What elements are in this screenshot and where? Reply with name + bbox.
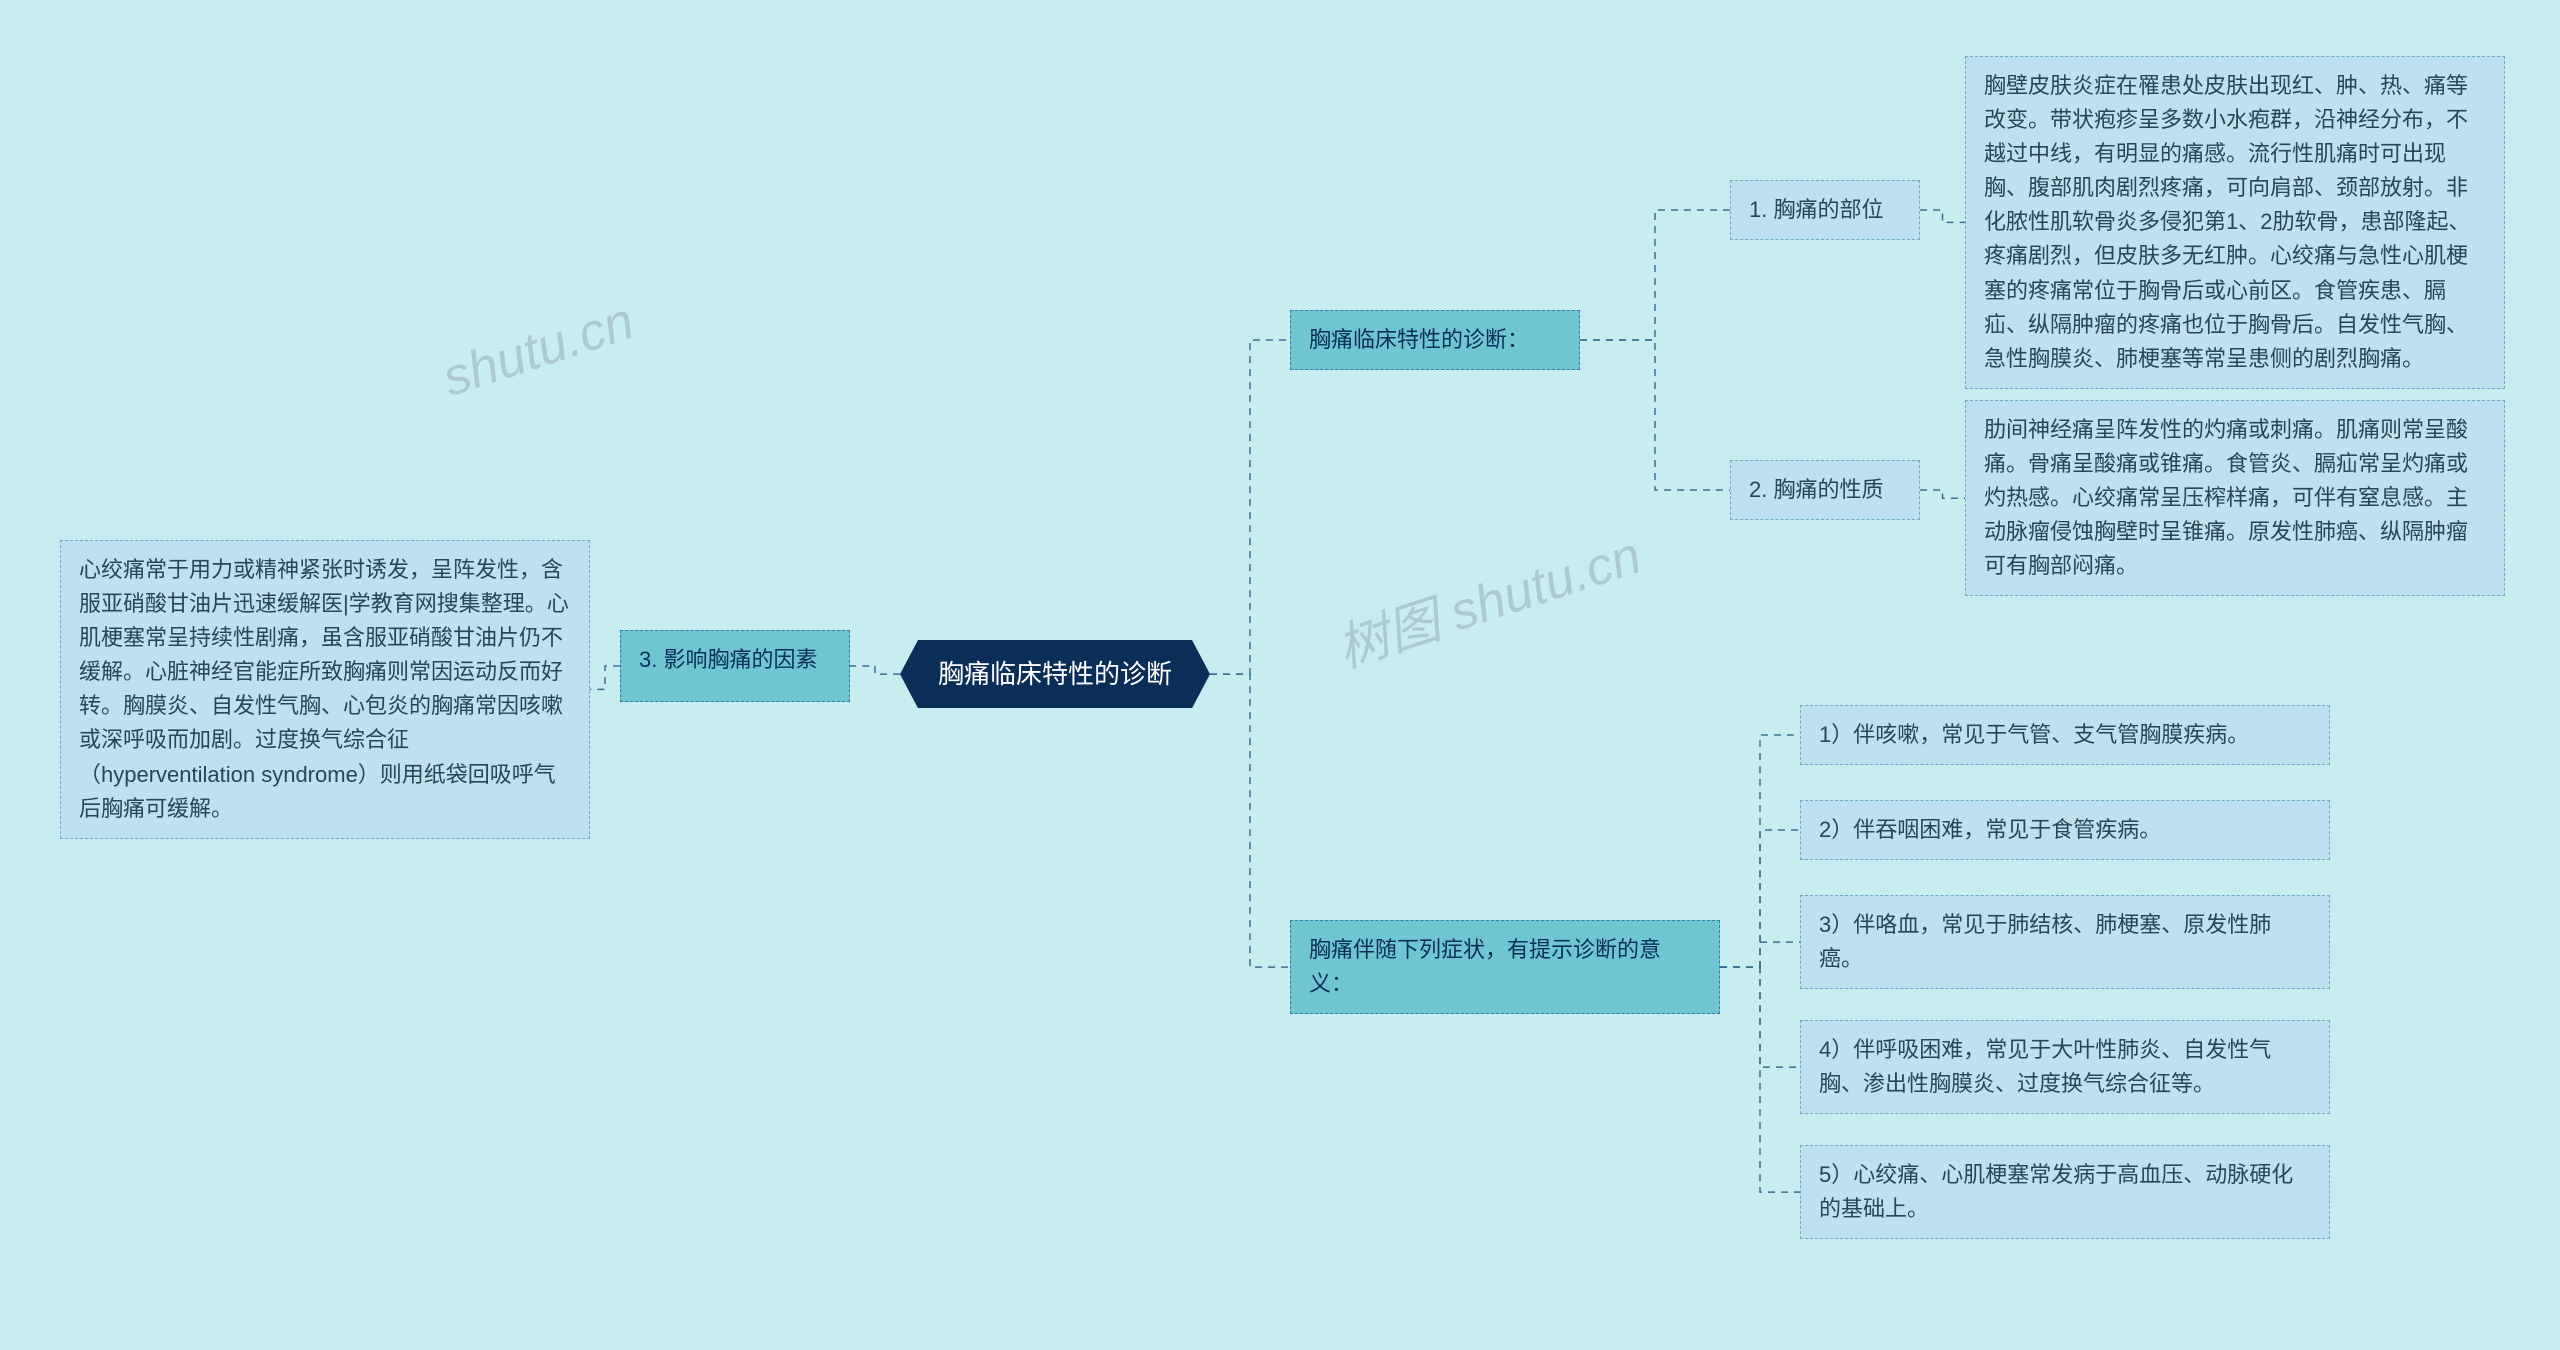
leaf-factors-detail: 心绞痛常于用力或精神紧张时诱发，呈阵发性，含服亚硝酸甘油片迅速缓解医|学教育网搜… xyxy=(60,540,590,839)
leaf-nature-detail: 肋间神经痛呈阵发性的灼痛或刺痛。肌痛则常呈酸痛。骨痛呈酸痛或锥痛。食管炎、膈疝常… xyxy=(1965,400,2505,596)
leaf-symptom-1: 1）伴咳嗽，常见于气管、支气管胸膜疾病。 xyxy=(1800,705,2330,765)
branch-accompanying-symptoms: 胸痛伴随下列症状，有提示诊断的意义： xyxy=(1290,920,1720,1014)
leaf-symptom-4: 4）伴呼吸困难，常见于大叶性肺炎、自发性气胸、渗出性胸膜炎、过度换气综合征等。 xyxy=(1800,1020,2330,1114)
leaf-symptom-2: 2）伴吞咽困难，常见于食管疾病。 xyxy=(1800,800,2330,860)
leaf-nature-label: 2. 胸痛的性质 xyxy=(1730,460,1920,520)
branch-clinical-diagnosis: 胸痛临床特性的诊断： xyxy=(1290,310,1580,370)
mindmap-root: 胸痛临床特性的诊断 xyxy=(900,640,1210,708)
leaf-location-detail: 胸壁皮肤炎症在罹患处皮肤出现红、肿、热、痛等改变。带状疱疹呈多数小水疱群，沿神经… xyxy=(1965,56,2505,389)
watermark: 树图 shutu.cn xyxy=(1326,513,1649,682)
watermark: shutu.cn xyxy=(436,291,641,409)
leaf-symptom-3: 3）伴咯血，常见于肺结核、肺梗塞、原发性肺癌。 xyxy=(1800,895,2330,989)
branch-factors: 3. 影响胸痛的因素 xyxy=(620,630,850,702)
leaf-symptom-5: 5）心绞痛、心肌梗塞常发病于高血压、动脉硬化的基础上。 xyxy=(1800,1145,2330,1239)
leaf-location-label: 1. 胸痛的部位 xyxy=(1730,180,1920,240)
